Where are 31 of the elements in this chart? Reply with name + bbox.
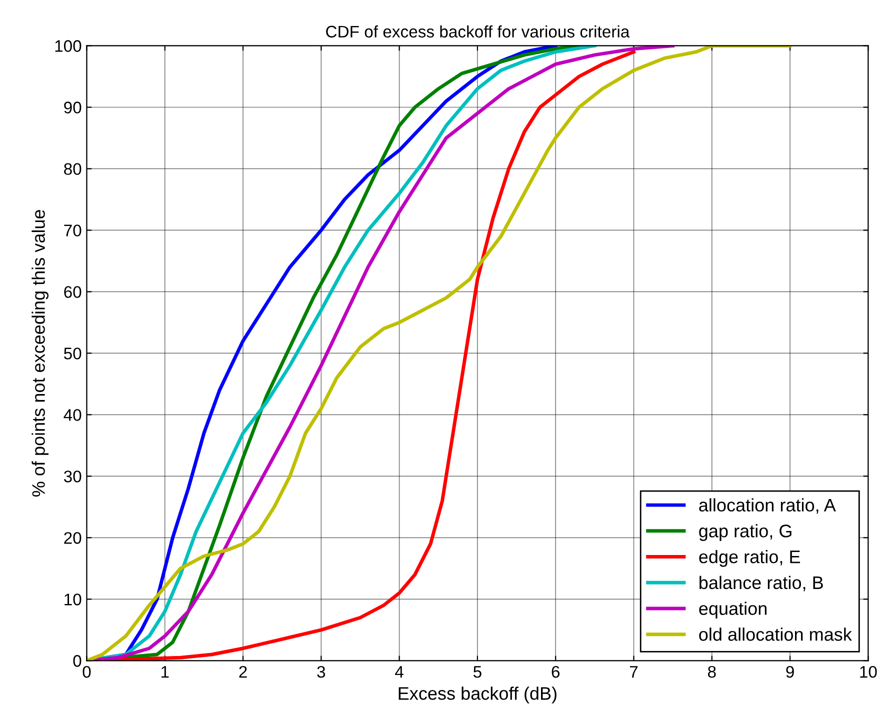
- y-tick-label: 80: [64, 163, 82, 175]
- x-tick-label: 8: [708, 666, 716, 678]
- y-tick-label: 60: [64, 286, 82, 298]
- x-axis-title: Excess backoff (dB): [398, 686, 556, 704]
- y-tick-label: 40: [64, 409, 82, 421]
- legend-label: equation: [699, 602, 766, 619]
- legend-label: edge ratio, E: [699, 550, 800, 567]
- x-tick-label: 1: [162, 666, 169, 678]
- y-tick-label: 100: [55, 40, 82, 52]
- legend-label: allocation ratio, A: [699, 498, 836, 514]
- y-tick-label: 10: [64, 594, 82, 606]
- x-tick-label: 7: [630, 666, 638, 678]
- x-tick-label: 2: [239, 666, 247, 678]
- y-tick-label: 90: [64, 102, 82, 114]
- y-tick-label: 0: [73, 655, 82, 667]
- x-tick-label: 3: [317, 666, 326, 678]
- legend-label: gap ratio, G: [699, 524, 792, 541]
- x-tick-label: 0: [82, 666, 91, 678]
- chart-title: CDF of excess backoff for various criteria: [326, 25, 630, 38]
- x-tick-label: 4: [395, 666, 404, 678]
- y-tick-label: 70: [64, 224, 82, 236]
- y-axis-title: % of points not exceeding this value: [32, 210, 49, 497]
- legend-label: old allocation mask: [699, 628, 852, 641]
- y-tick-label: 50: [64, 348, 82, 360]
- y-tick-label: 20: [64, 532, 82, 544]
- x-tick-label: 9: [786, 666, 794, 678]
- x-tick-label: 6: [552, 666, 560, 678]
- legend-label: balance ratio, B: [700, 576, 823, 592]
- x-tick-label: 5: [473, 666, 482, 678]
- x-tick-label: 10: [860, 666, 877, 678]
- y-tick-label: 30: [64, 470, 82, 482]
